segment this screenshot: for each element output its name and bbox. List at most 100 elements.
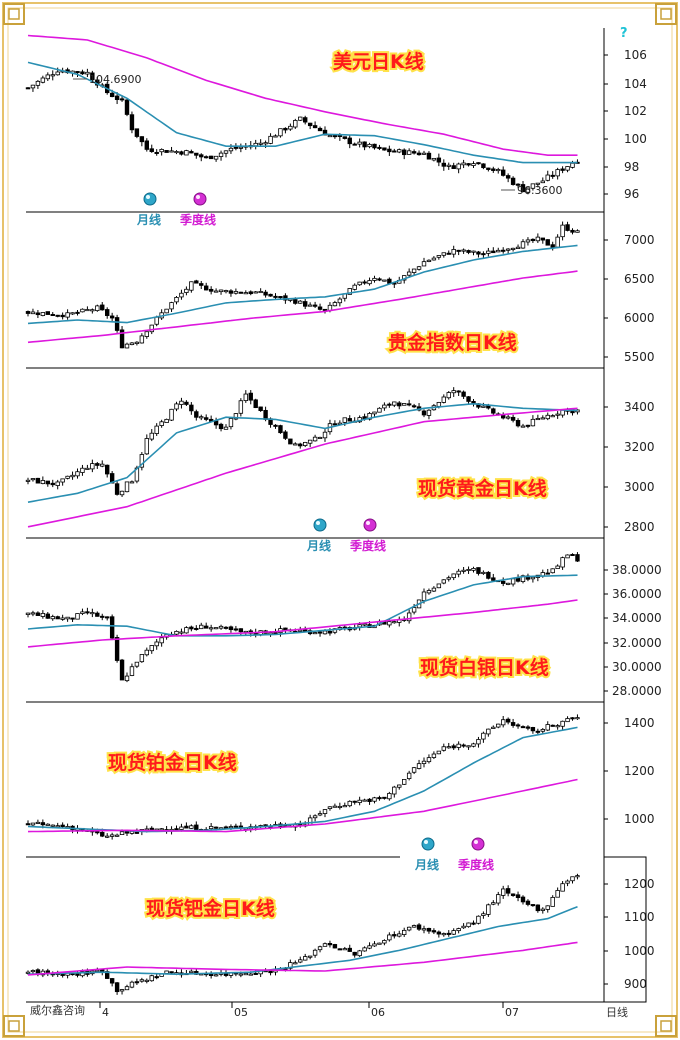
candle bbox=[154, 973, 159, 980]
candle bbox=[144, 978, 149, 984]
candle bbox=[194, 279, 199, 284]
candle bbox=[159, 419, 164, 428]
candle bbox=[322, 428, 328, 442]
help-icon[interactable]: ? bbox=[620, 26, 628, 41]
y-tick-label: 1100 bbox=[624, 910, 655, 924]
candle bbox=[223, 825, 229, 829]
candle bbox=[302, 953, 308, 961]
legend-month-highlight bbox=[146, 195, 150, 199]
candle bbox=[431, 751, 437, 760]
candle bbox=[466, 163, 471, 167]
candle bbox=[203, 155, 209, 159]
candle bbox=[75, 468, 80, 479]
candle bbox=[392, 148, 397, 153]
y-tick-label: 3200 bbox=[624, 440, 655, 454]
candle bbox=[154, 423, 159, 436]
candle bbox=[550, 171, 555, 179]
candle bbox=[174, 150, 179, 155]
candle bbox=[515, 891, 521, 902]
candle bbox=[426, 754, 432, 764]
candle bbox=[203, 282, 209, 291]
candle bbox=[525, 424, 531, 429]
candle bbox=[401, 148, 407, 160]
candle bbox=[75, 310, 80, 316]
candle bbox=[530, 726, 536, 734]
candle bbox=[476, 250, 481, 258]
candle bbox=[342, 293, 347, 302]
candle bbox=[421, 257, 427, 267]
axis-box bbox=[603, 856, 647, 1003]
candle bbox=[505, 414, 511, 420]
candle bbox=[40, 610, 46, 619]
candle bbox=[550, 895, 555, 907]
candle bbox=[218, 150, 224, 161]
candle bbox=[535, 728, 541, 735]
candle bbox=[545, 568, 550, 575]
candle bbox=[520, 181, 526, 193]
candle bbox=[446, 575, 451, 582]
candle bbox=[243, 290, 248, 295]
candle bbox=[149, 826, 154, 831]
candle bbox=[540, 907, 545, 914]
candle bbox=[347, 415, 352, 422]
candle bbox=[491, 407, 496, 416]
candle bbox=[456, 568, 461, 578]
chart-title: 现货黄金日K线 bbox=[418, 477, 547, 500]
candle bbox=[367, 142, 372, 149]
date-axis: 4 05 06 07 bbox=[99, 1002, 519, 1019]
candle bbox=[248, 390, 253, 405]
candle bbox=[575, 229, 580, 233]
candle bbox=[392, 401, 397, 408]
candle bbox=[550, 241, 555, 251]
candle bbox=[317, 631, 323, 637]
candle bbox=[377, 942, 382, 945]
candle bbox=[466, 249, 471, 255]
candle bbox=[496, 891, 501, 906]
candle bbox=[100, 302, 105, 311]
candle bbox=[520, 725, 526, 729]
y-tick-label: 102 bbox=[624, 104, 647, 118]
candle bbox=[203, 622, 209, 629]
candle bbox=[555, 167, 560, 180]
candle bbox=[471, 250, 476, 256]
candle bbox=[189, 402, 194, 415]
candle bbox=[298, 956, 303, 964]
candle bbox=[575, 552, 580, 562]
candle bbox=[169, 301, 174, 312]
candle bbox=[342, 136, 347, 140]
candle bbox=[238, 822, 244, 831]
candle bbox=[105, 833, 110, 839]
candle bbox=[322, 809, 328, 818]
candle bbox=[174, 296, 179, 305]
candle bbox=[392, 931, 397, 939]
candle bbox=[362, 798, 367, 802]
legend-quarter-label: 季度线 bbox=[457, 857, 494, 872]
candle bbox=[377, 144, 382, 151]
y-tick-label: 30.0000 bbox=[612, 660, 662, 674]
candle bbox=[491, 573, 496, 583]
candle bbox=[307, 122, 313, 130]
candle bbox=[149, 429, 154, 442]
candle bbox=[307, 814, 313, 826]
candle bbox=[164, 150, 169, 153]
candle bbox=[461, 390, 466, 399]
candle bbox=[154, 149, 159, 156]
candle bbox=[332, 300, 338, 307]
candle bbox=[515, 244, 521, 249]
candle bbox=[35, 80, 41, 89]
candle bbox=[233, 625, 239, 632]
candle bbox=[124, 342, 130, 349]
candle bbox=[560, 881, 565, 892]
legend-month-highlight bbox=[316, 521, 320, 525]
candle bbox=[377, 795, 382, 801]
candle bbox=[317, 810, 323, 817]
y-tick-label: 106 bbox=[624, 48, 647, 62]
candle bbox=[45, 968, 50, 977]
candle bbox=[535, 414, 541, 421]
candle bbox=[312, 434, 318, 442]
candle bbox=[179, 628, 184, 635]
candle bbox=[481, 570, 486, 575]
candle bbox=[377, 277, 382, 282]
candle bbox=[199, 622, 204, 630]
candle bbox=[362, 946, 367, 952]
